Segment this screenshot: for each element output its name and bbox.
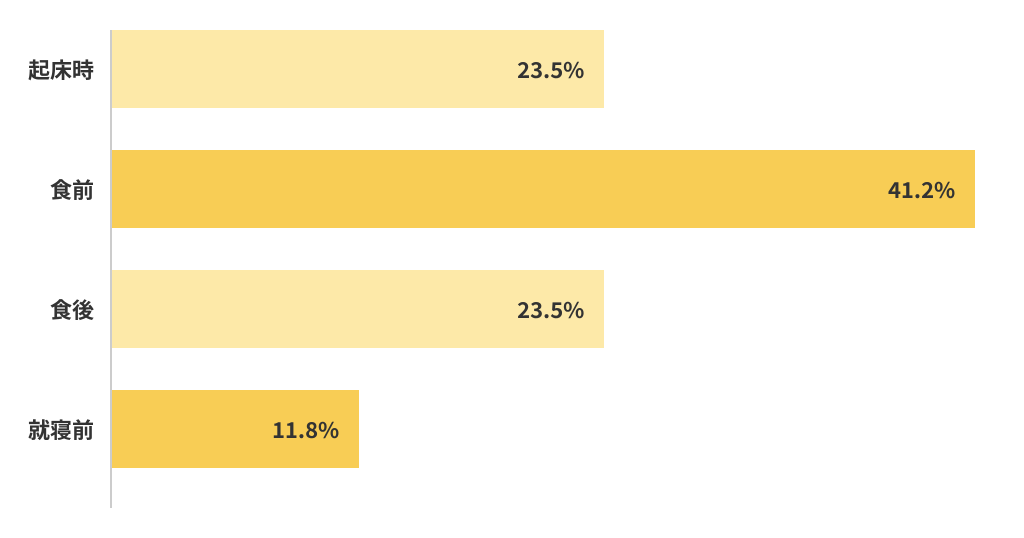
category-label: 起床時	[28, 53, 112, 85]
bar: 11.8%	[112, 390, 359, 468]
bar-row: 食前 41.2%	[112, 150, 992, 228]
value-label: 41.2%	[888, 173, 955, 205]
category-label: 食前	[50, 173, 112, 205]
bar-chart: 起床時 23.5% 食前 41.2% 食後 23.5% 就寝前 11.8%	[0, 0, 1024, 538]
value-label: 23.5%	[517, 53, 584, 85]
value-label: 23.5%	[517, 293, 584, 325]
bar-row: 食後 23.5%	[112, 270, 992, 348]
plot-area: 起床時 23.5% 食前 41.2% 食後 23.5% 就寝前 11.8%	[110, 30, 992, 508]
bar: 41.2%	[112, 150, 975, 228]
bar-row: 起床時 23.5%	[112, 30, 992, 108]
bar: 23.5%	[112, 270, 604, 348]
bar-row: 就寝前 11.8%	[112, 390, 992, 468]
category-label: 食後	[50, 293, 112, 325]
value-label: 11.8%	[272, 413, 339, 445]
bar: 23.5%	[112, 30, 604, 108]
category-label: 就寝前	[28, 413, 112, 445]
